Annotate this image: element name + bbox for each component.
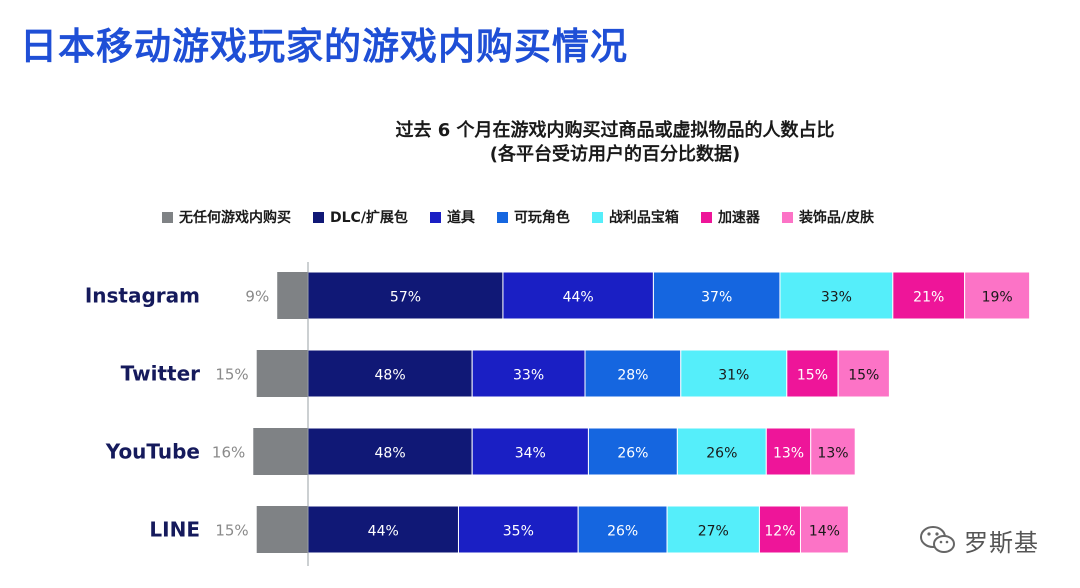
category-label: Instagram (85, 284, 200, 308)
bar-no-purchase (256, 506, 308, 553)
bar-segment (666, 505, 760, 554)
legend-label: 加速器 (717, 210, 760, 226)
data-label: 21% (913, 290, 944, 306)
data-label: 15% (215, 522, 248, 540)
legend-label: 装饰品/皮肤 (798, 210, 875, 226)
bar-segment (837, 349, 890, 398)
wechat-icon (920, 526, 955, 553)
chart-subtitle: (各平台受访用户的百分比数据) (489, 144, 741, 165)
bar-segment (307, 427, 473, 476)
bar-segment (680, 349, 788, 398)
data-label: 33% (821, 290, 852, 306)
category-label: Twitter (121, 362, 200, 386)
bar-segment (652, 271, 781, 320)
bar-segment (799, 505, 849, 554)
legend-label: 道具 (446, 210, 475, 226)
data-label: 9% (245, 288, 269, 306)
legend-item: 加速器 (700, 207, 760, 227)
legend-swatch (162, 211, 173, 223)
legend-label: 可玩角色 (513, 210, 570, 226)
data-label: 12% (764, 524, 795, 540)
data-label: 35% (503, 524, 534, 540)
data-label: 15% (797, 368, 828, 384)
legend-item: 可玩角色 (496, 207, 570, 227)
legend-label: DLC/扩展包 (330, 210, 408, 226)
legend-item: 无任何游戏内购买 (162, 207, 291, 227)
bar-segment (307, 271, 504, 320)
legend-label: 无任何游戏内购买 (179, 210, 291, 226)
data-label: 27% (698, 524, 729, 540)
category-label: LINE (149, 518, 200, 542)
data-label: 19% (982, 290, 1013, 306)
legend-item: 战利品宝箱 (591, 207, 679, 227)
bar-segment (502, 271, 654, 320)
data-label: 57% (390, 290, 421, 306)
bar-segment (964, 271, 1031, 320)
legend-label: 战利品宝箱 (608, 210, 679, 226)
watermark: 罗斯基 (918, 520, 1039, 560)
data-label: 33% (513, 368, 544, 384)
bar-segment (892, 271, 966, 320)
legend-swatch (429, 211, 441, 223)
legend-item: 道具 (429, 207, 475, 227)
data-label: 48% (375, 368, 406, 384)
data-label: 13% (817, 446, 848, 462)
data-label: 31% (718, 368, 749, 384)
bar-segment (307, 349, 473, 398)
legend-swatch (700, 211, 712, 223)
bar-no-purchase (253, 428, 308, 475)
data-label: 16% (212, 444, 245, 462)
chart-title: 过去 6 个月在游戏内购买过商品或虚拟物品的人数占比 (395, 120, 835, 141)
category-label: YouTube (105, 440, 200, 464)
data-label: 26% (706, 446, 737, 462)
bar-segment (786, 349, 839, 398)
bar-segment (471, 427, 589, 476)
data-label: 15% (215, 366, 248, 384)
data-label: 15% (848, 368, 879, 384)
bar-segment (765, 427, 812, 476)
bar-segment (471, 349, 586, 398)
data-label: 28% (617, 368, 648, 384)
bar-segment (779, 271, 894, 320)
data-label: 14% (809, 524, 840, 540)
legend-swatch (591, 211, 603, 223)
legend-swatch (496, 211, 508, 223)
bar-segment (577, 505, 668, 554)
data-label: 26% (607, 524, 638, 540)
legend: 无任何游戏内购买 DLC/扩展包 道具 可玩角色 战利品宝箱 加速器 装饰品/皮肤 (162, 207, 896, 227)
data-label: 26% (617, 446, 648, 462)
watermark-text: 罗斯基 (964, 528, 1039, 557)
bar-segment (810, 427, 856, 476)
page-title: 日本移动游戏玩家的游戏内购买情况 (20, 25, 628, 68)
legend-swatch (781, 211, 793, 223)
bar-segment (587, 427, 678, 476)
bar-segment (584, 349, 682, 398)
data-label: 48% (375, 446, 406, 462)
bar-segment (307, 505, 459, 554)
bar-no-purchase (277, 272, 308, 319)
data-label: 13% (773, 446, 804, 462)
data-label: 44% (368, 524, 399, 540)
bar-segment (676, 427, 767, 476)
legend-item: 装饰品/皮肤 (781, 207, 875, 227)
bar-no-purchase (256, 350, 308, 397)
legend-swatch (313, 211, 324, 223)
bar-segment (457, 505, 579, 554)
legend-item: DLC/扩展包 (313, 207, 408, 227)
data-label: 37% (701, 290, 732, 306)
data-label: 44% (563, 290, 594, 306)
data-label: 34% (515, 446, 546, 462)
